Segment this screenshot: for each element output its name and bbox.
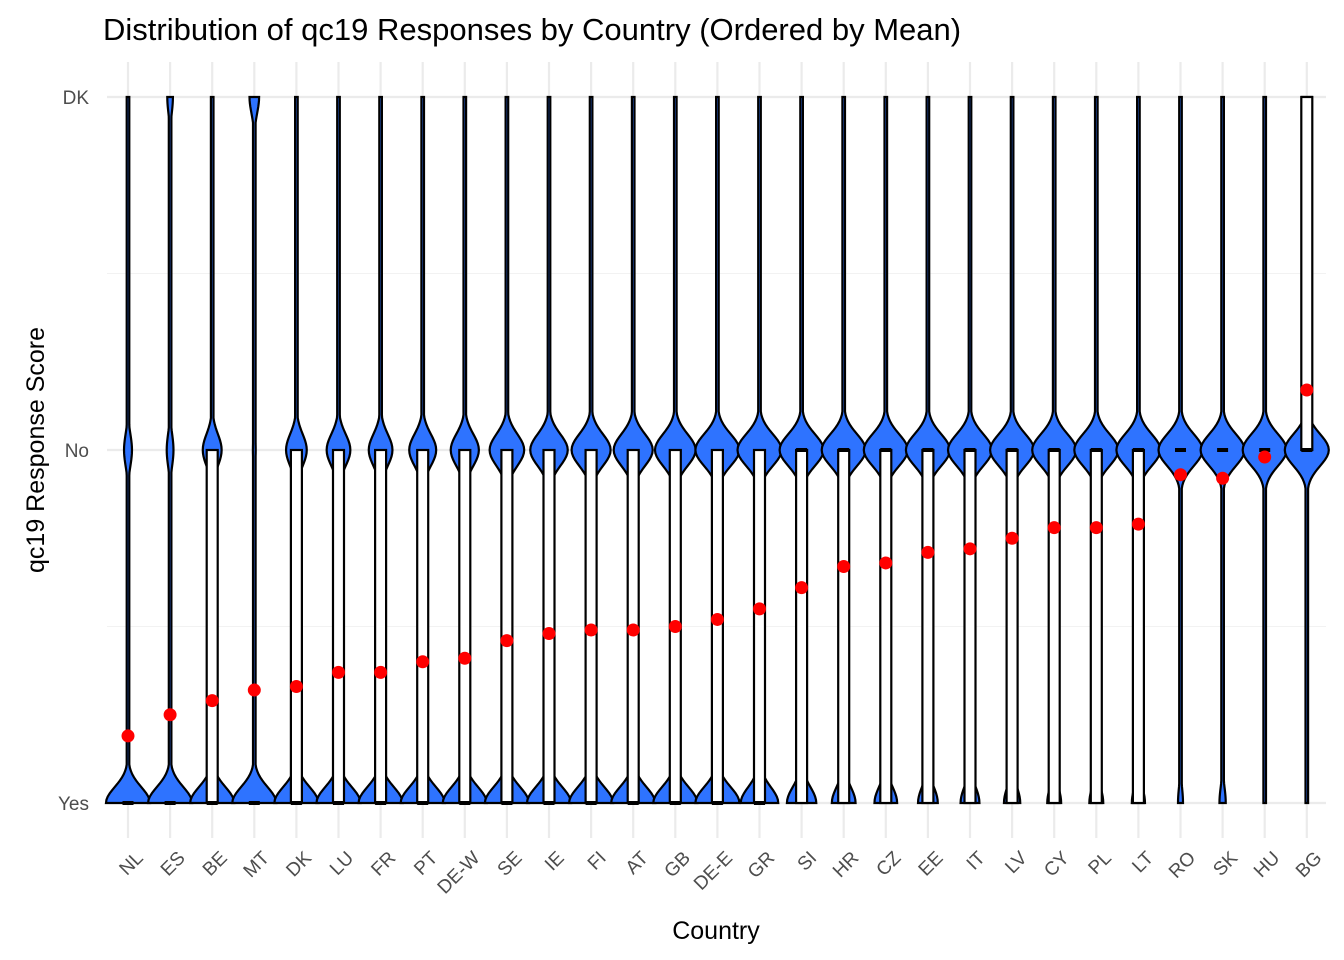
mean-point-IE <box>542 627 556 641</box>
boxplot-CZ <box>879 448 893 805</box>
mean-point-ES <box>163 708 177 722</box>
mean-point-LT <box>1131 517 1145 531</box>
mean-points-layer <box>121 383 1314 743</box>
y-tick-label: Yes <box>58 794 89 815</box>
mean-point-SE <box>500 634 514 648</box>
boxplot-CY <box>1047 448 1061 805</box>
x-tick-label: FR <box>367 848 400 881</box>
mean-point-NL <box>121 729 135 743</box>
mean-point-FR <box>374 665 388 679</box>
boxplot-LU <box>331 448 346 805</box>
mean-point-CY <box>1047 521 1061 535</box>
boxplot-BG <box>1300 95 1314 452</box>
x-tick-label: FI <box>584 848 611 875</box>
mean-point-CZ <box>879 556 893 570</box>
x-tick-label: DK <box>282 848 316 882</box>
mean-point-SI <box>795 581 809 595</box>
boxplot-IE <box>542 448 556 805</box>
mean-point-DE-E <box>710 612 724 626</box>
violin-MT <box>231 95 278 805</box>
x-tick-label: AT <box>622 847 653 878</box>
boxplot-EE <box>921 448 935 805</box>
x-tick-label: HR <box>829 848 863 882</box>
boxplot-DE-W <box>458 448 472 805</box>
x-axis-title: Country <box>672 917 760 945</box>
x-tick-label: CZ <box>873 847 906 880</box>
mean-point-GR <box>753 602 766 616</box>
boxplot-LV <box>1005 448 1019 805</box>
violin-ES <box>146 95 194 805</box>
mean-point-DK <box>289 680 303 694</box>
x-tick-label: BG <box>1292 848 1326 882</box>
mean-point-FI <box>584 623 598 637</box>
x-tick-label: LU <box>326 848 358 880</box>
mean-point-HR <box>837 559 851 573</box>
x-tick-label: CY <box>1040 848 1074 882</box>
boxplot-PT <box>416 448 430 805</box>
x-tick-label: SE <box>494 848 527 881</box>
boxplot-FR <box>374 448 388 805</box>
x-tick-label: IE <box>541 848 569 876</box>
mean-point-AT <box>626 623 640 637</box>
mean-point-HU <box>1258 450 1272 464</box>
boxplot-DK <box>289 448 303 805</box>
mean-point-EE <box>921 545 935 559</box>
mean-point-PL <box>1089 521 1103 535</box>
chart-title: Distribution of qc19 Responses by Countr… <box>103 12 961 47</box>
mean-point-RO <box>1174 468 1187 482</box>
mean-point-BE <box>205 694 219 708</box>
y-tick-label: No <box>65 441 89 462</box>
mean-point-GB <box>668 620 682 633</box>
x-tick-label: NL <box>116 848 148 880</box>
x-tick-label: GR <box>744 848 779 883</box>
mean-point-LU <box>332 665 345 679</box>
boxplot-GR <box>752 448 767 805</box>
y-tick-label: DK <box>63 88 90 109</box>
x-tick-label: HU <box>1250 848 1284 882</box>
x-tick-label: SK <box>1209 848 1242 881</box>
violin-NL <box>104 95 152 805</box>
x-tick-label: SI <box>794 848 822 876</box>
mean-point-PT <box>416 655 430 669</box>
x-tick-label: EE <box>915 848 948 881</box>
x-tick-label: PT <box>410 847 442 879</box>
mean-point-SK <box>1216 471 1230 485</box>
x-tick-label: DE-E <box>690 848 737 895</box>
mean-point-DE-W <box>458 651 472 665</box>
boxplot-LT <box>1131 448 1146 805</box>
boxplot-IT <box>963 448 977 805</box>
y-axis-title: qc19 Response Score <box>22 327 50 573</box>
boxplot-SE <box>500 448 514 805</box>
boxplot-SI <box>794 448 809 805</box>
x-tick-label: MT <box>240 847 275 882</box>
x-tick-label: GB <box>661 848 695 882</box>
y-axis-tick-labels: Yes No DK <box>58 88 89 815</box>
mean-point-LV <box>1005 531 1019 545</box>
x-tick-label: IT <box>963 847 990 874</box>
x-tick-label: LV <box>1001 848 1032 879</box>
mean-point-MT <box>247 683 261 697</box>
x-tick-label: LT <box>1128 847 1158 877</box>
x-tick-label: BE <box>199 848 232 881</box>
x-tick-label: PL <box>1085 848 1116 879</box>
boxplot-HR <box>837 448 851 805</box>
boxplot-BE <box>205 448 219 805</box>
mean-point-IT <box>963 542 977 556</box>
boxplot-DE-E <box>710 448 725 805</box>
mean-point-BG <box>1300 383 1314 397</box>
x-tick-label: DE-W <box>434 848 485 899</box>
x-tick-label: RO <box>1165 848 1200 883</box>
boxplot-PL <box>1089 448 1103 805</box>
x-tick-label: ES <box>157 848 190 881</box>
